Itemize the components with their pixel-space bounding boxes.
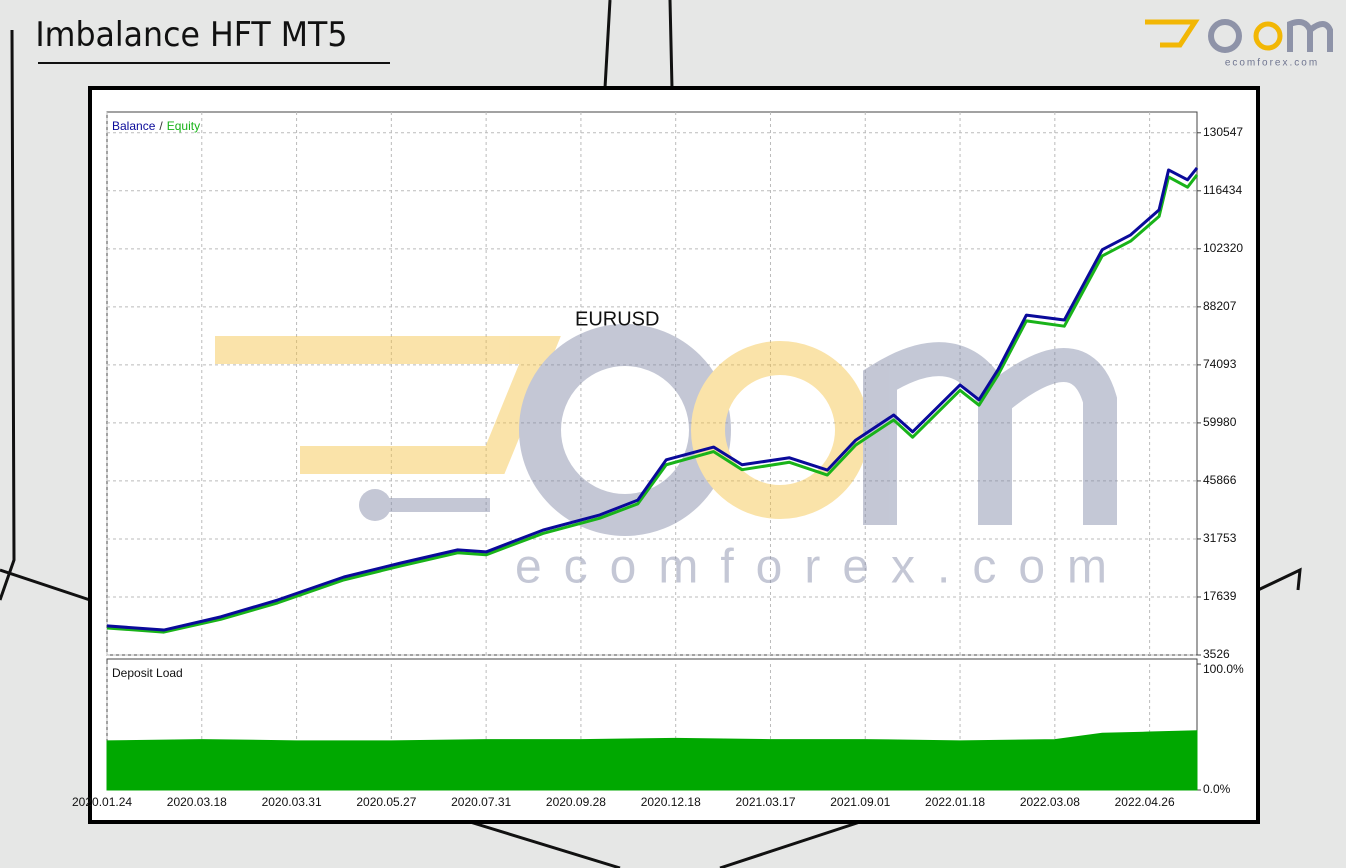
- y-tick-label: 88207: [1203, 299, 1237, 313]
- x-tick-label: 2020.05.27: [356, 795, 416, 809]
- chart-frame: [88, 86, 1260, 824]
- x-tick-label: 2020.01.24: [72, 795, 132, 809]
- panel-title: Deposit Load: [112, 666, 183, 680]
- logo: ecomforex.com: [1145, 19, 1333, 69]
- y-tick-label: 17639: [1203, 589, 1237, 603]
- x-tick-label: 2021.03.17: [735, 795, 795, 809]
- y-tick-label: 100.0%: [1203, 662, 1244, 676]
- page-title: Imbalance HFT MT5: [35, 15, 347, 54]
- watermark-text: ecomforex.com: [515, 541, 1129, 594]
- y-tick-label: 116434: [1203, 183, 1242, 197]
- legend-entry: Equity: [167, 119, 200, 133]
- x-tick-label: 2020.09.28: [546, 795, 606, 809]
- x-tick-label: 2022.01.18: [925, 795, 985, 809]
- x-tick-label: 2020.03.31: [262, 795, 322, 809]
- x-tick-label: 2020.03.18: [167, 795, 227, 809]
- y-tick-label: 59980: [1203, 415, 1237, 429]
- background-sketch: [0, 0, 1302, 868]
- x-tick-label: 2022.03.08: [1020, 795, 1080, 809]
- series-line: [106, 173, 1199, 634]
- legend: Balance / Equity: [112, 119, 200, 133]
- area: [106, 730, 1198, 791]
- legend-entry: Balance: [112, 119, 156, 133]
- watermark: [215, 324, 1117, 536]
- y-tick-label: 3526: [1203, 647, 1230, 661]
- legend-separator: /: [159, 119, 163, 133]
- y-tick-label: 0.0%: [1203, 782, 1231, 796]
- y-tick-label: 102320: [1203, 241, 1243, 255]
- y-tick-label: 31753: [1203, 531, 1237, 545]
- logo-text: ecomforex.com: [1225, 58, 1319, 69]
- x-tick-label: 2021.09.01: [830, 795, 890, 809]
- annotation: EURUSD: [575, 308, 659, 330]
- y-tick-label: 130547: [1203, 125, 1243, 139]
- x-tick-label: 2020.07.31: [451, 795, 511, 809]
- x-tick-label: 2020.12.18: [641, 795, 701, 809]
- y-tick-label: 74093: [1203, 357, 1237, 371]
- x-tick-label: 2022.04.26: [1115, 795, 1175, 809]
- y-tick-label: 45866: [1203, 473, 1237, 487]
- series-line: [106, 166, 1199, 632]
